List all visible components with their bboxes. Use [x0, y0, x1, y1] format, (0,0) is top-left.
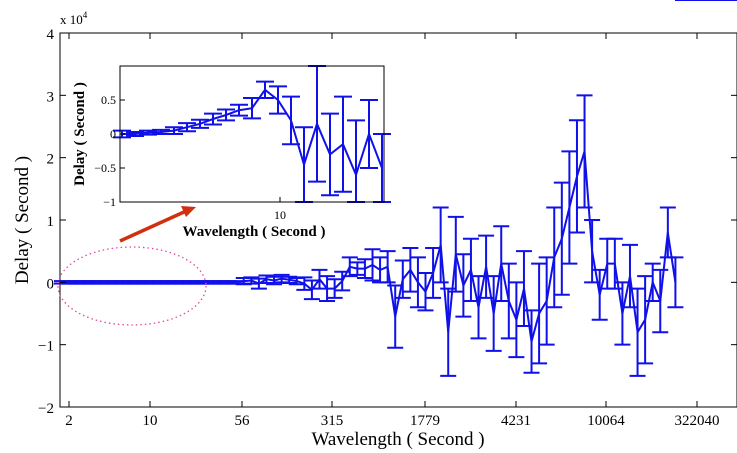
error-bar [402, 247, 419, 293]
error-bar [217, 108, 235, 122]
error-bar [379, 250, 396, 284]
error-bar [191, 118, 209, 129]
error-bar [326, 278, 343, 299]
error-bar [321, 112, 339, 197]
y-tick-label: 4 [47, 27, 55, 43]
error-bar [282, 95, 300, 146]
error-bar [311, 268, 328, 290]
series-line [62, 151, 677, 342]
error-bar [360, 99, 378, 169]
error-bar [296, 276, 313, 291]
error-bar [425, 247, 442, 299]
error-bar [334, 270, 351, 292]
error-bar [667, 256, 684, 309]
y-tick-label: −1 [38, 339, 54, 355]
error-bar [303, 279, 320, 301]
error-bar [515, 250, 532, 327]
main-ylabel: Delay ( Second ) [12, 156, 33, 284]
inset-xlabel: Wavelength ( Second ) [183, 224, 326, 240]
error-bar [462, 237, 479, 303]
pointer-arrow-head [181, 206, 196, 217]
y-tick-label: 1 [47, 214, 55, 230]
error-bar [165, 126, 183, 135]
error-bar [269, 85, 287, 115]
x-tick-label: 10 [143, 413, 158, 429]
inset-y-tick-label: 0 [110, 127, 116, 141]
inset-ticks: −1 −0.5 0 0.5 10 [94, 93, 286, 222]
main-series [54, 0, 737, 377]
error-bar [256, 80, 274, 99]
error-bar [606, 237, 623, 290]
x-tick-label: 315 [321, 413, 344, 429]
y-multiplier-exp: 4 [83, 10, 88, 20]
inset-y-tick-label: 0.5 [101, 93, 116, 107]
error-bar [409, 256, 426, 309]
error-bar [614, 281, 631, 346]
error-bar [230, 103, 248, 117]
error-bar [356, 258, 373, 279]
inset-y-tick-label: −1 [103, 195, 116, 209]
error-bar [561, 150, 578, 265]
pointer-arrow-shaft [119, 210, 185, 243]
x-tick-label: 56 [235, 413, 251, 429]
x-tick-label: 1779 [410, 413, 440, 429]
error-bar [546, 206, 563, 309]
y-multiplier-base: x 10 [60, 12, 83, 27]
error-bar [470, 275, 487, 340]
error-bar [387, 284, 404, 349]
error-bar [652, 268, 669, 334]
main-xlabel: Wavelength ( Second ) [311, 429, 484, 450]
error-bar [553, 181, 570, 296]
y-tick-label: 0 [47, 276, 55, 292]
error-bar [508, 281, 525, 359]
main-ticks: −2 −1 0 1 2 3 4 2 10 56 315 1779 4231 10064 322040 [38, 27, 737, 429]
error-bar [204, 112, 222, 126]
error-bar [372, 256, 389, 284]
error-bar [349, 261, 366, 276]
error-bar [637, 275, 654, 365]
error-bar [576, 94, 593, 209]
error-bar [591, 268, 608, 321]
error-bar [478, 234, 495, 299]
error-bar [364, 248, 381, 282]
error-bar [523, 309, 540, 374]
x-tick-label: 2 [65, 413, 73, 429]
inset-x-tick-label: 10 [274, 208, 286, 222]
error-bar [621, 243, 638, 309]
error-bar [440, 287, 457, 377]
error-bar [455, 253, 472, 318]
y-tick-label: −2 [38, 401, 54, 417]
error-bar [659, 206, 676, 259]
error-bar [432, 206, 449, 284]
y-multiplier: x 104 [60, 10, 88, 27]
y-tick-label: 3 [47, 89, 55, 105]
y-tick-label: 2 [47, 152, 55, 168]
error-bar [500, 262, 517, 340]
error-bar [334, 95, 352, 193]
error-bar [538, 256, 555, 346]
error-bar [126, 130, 144, 138]
inset-ylabel: Delay ( Second ) [72, 82, 88, 186]
error-bar [417, 271, 434, 312]
error-bar [178, 122, 196, 133]
error-bar [319, 275, 336, 303]
error-bar [584, 219, 601, 284]
error-bar [341, 256, 358, 278]
x-tick-label: 322040 [675, 413, 720, 429]
error-bar [568, 119, 585, 234]
error-bar [531, 262, 548, 365]
inset-series [113, 65, 391, 203]
error-bar [629, 287, 646, 377]
x-tick-label: 4231 [501, 413, 531, 429]
highlight-ellipse [57, 246, 207, 326]
error-bar [485, 275, 502, 352]
x-tick-label: 10064 [587, 413, 625, 429]
inset-y-tick-label: −0.5 [94, 161, 116, 175]
